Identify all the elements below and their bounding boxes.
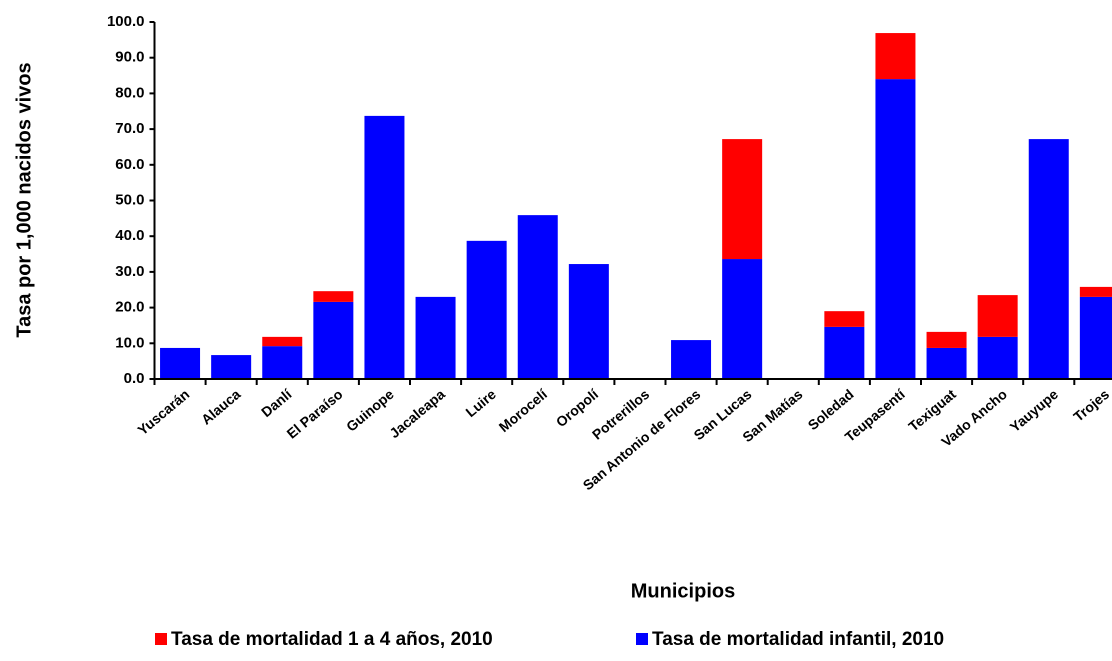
x-tick-label: Morocelí <box>496 385 551 435</box>
bar-segment <box>364 115 405 380</box>
bar-segment <box>824 326 865 379</box>
bar-segment <box>926 331 967 348</box>
x-tick-label: Trojes <box>1070 386 1112 425</box>
y-tick-label: 100.0 <box>107 13 145 30</box>
x-tick-label: Yauyupe <box>1007 386 1062 435</box>
bar-segment <box>211 355 252 379</box>
bar-segment <box>875 79 916 380</box>
bar-segment <box>722 259 763 379</box>
y-tick-label: 10.0 <box>115 334 144 351</box>
x-tick-label: Luire <box>462 386 499 420</box>
bar-segment <box>1079 286 1112 297</box>
bar-segment <box>517 215 558 379</box>
x-tick-label: Oropolí <box>553 385 602 430</box>
x-tick-label: Danlí <box>258 385 295 420</box>
bar-segment <box>262 346 303 379</box>
legend-swatch <box>155 633 167 645</box>
bar-segment <box>568 264 609 379</box>
y-tick-label: 50.0 <box>115 191 144 208</box>
bar-segment <box>1079 296 1112 379</box>
bar-segment <box>313 291 354 302</box>
x-axis-label: Municipios <box>631 580 735 602</box>
y-tick-label: 70.0 <box>115 120 144 137</box>
bar-segment <box>824 311 865 327</box>
legend-swatch <box>636 633 648 645</box>
x-tick-label: Yuscarán <box>134 386 192 438</box>
y-tick-label: 80.0 <box>115 84 144 101</box>
bar-segment <box>262 336 303 347</box>
x-tick-label: Jacaleapa <box>386 386 448 441</box>
bar-segment <box>977 336 1018 379</box>
y-tick-label: 40.0 <box>115 227 144 244</box>
y-tick-label: 20.0 <box>115 299 144 316</box>
bar-segment <box>160 347 201 379</box>
legend-label: Tasa de mortalidad 1 a 4 años, 2010 <box>171 629 493 650</box>
bar-segment <box>671 340 712 379</box>
bar-segment <box>466 240 507 379</box>
y-tick-label: 60.0 <box>115 156 144 173</box>
bar-segment <box>415 296 456 379</box>
y-tick-label: 0.0 <box>124 370 145 387</box>
bar-segment <box>722 139 763 260</box>
x-tick-label: Alauca <box>198 386 244 428</box>
y-tick-label: 90.0 <box>115 49 144 66</box>
bar-segment <box>875 33 916 80</box>
y-axis-label: Tasa por 1,000 nacidos vivos <box>13 62 35 337</box>
x-tick-label: El Paraíso <box>284 386 346 442</box>
bar-segment <box>926 347 967 379</box>
bar-segment <box>313 301 354 379</box>
bar-segment <box>977 295 1018 337</box>
y-tick-label: 30.0 <box>115 263 144 280</box>
legend-label: Tasa de mortalidad infantil, 2010 <box>652 629 944 650</box>
bar-segment <box>1028 139 1069 379</box>
